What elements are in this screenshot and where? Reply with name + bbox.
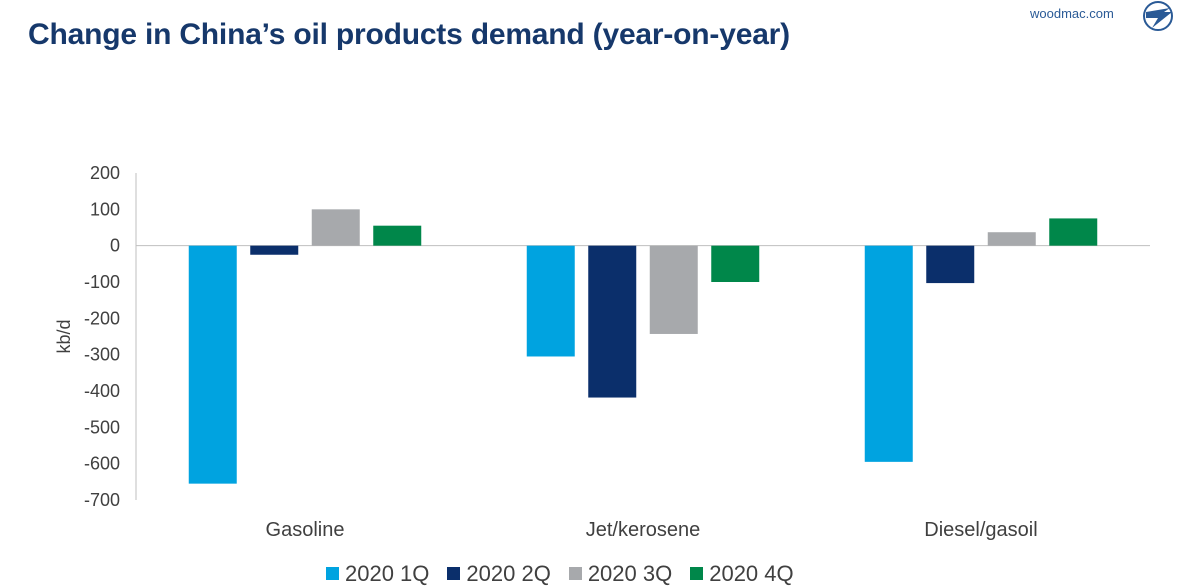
legend-swatch	[568, 567, 582, 580]
y-tick-label: -100	[84, 272, 120, 292]
legend-swatch	[690, 567, 704, 580]
y-axis-label: kb/d	[54, 319, 74, 353]
woodmac-logo-icon	[1143, 1, 1173, 31]
x-category-label: Jet/kerosene	[586, 519, 701, 541]
y-tick-label: -600	[84, 454, 120, 474]
bar-2020-3q-jet-kerosene	[649, 245, 698, 334]
legend-label: 2020 4Q	[709, 560, 794, 586]
bar-2020-1q-jet-kerosene	[526, 245, 575, 357]
bar-2020-2q-gasoline	[250, 245, 299, 255]
bar-2020-4q-jet-kerosene	[711, 245, 760, 282]
legend-item: 2020 3Q	[568, 560, 673, 587]
y-tick-label: 100	[90, 199, 120, 219]
y-tick-label: 0	[110, 236, 120, 256]
bar-2020-4q-gasoline	[373, 225, 422, 246]
y-tick-label: -200	[84, 308, 120, 328]
bar-2020-1q-gasoline	[188, 245, 237, 484]
legend-item: 2020 1Q	[326, 561, 429, 587]
legend-swatch	[326, 567, 339, 580]
legend-item: 2020 4Q	[690, 560, 794, 587]
y-tick-label: -300	[84, 345, 120, 365]
legend-label: 2020 2Q	[466, 560, 551, 586]
bar-chart: 200 100 0 -100 -200 -300 -400 -500 -600 -700 kb/d G…	[54, 163, 1150, 541]
bar-2020-3q-gasoline	[311, 209, 360, 246]
y-tick-label: -500	[84, 417, 120, 437]
legend-swatch	[447, 567, 461, 580]
y-tick-label: -400	[84, 381, 120, 401]
legend-label: 2020 1Q	[345, 560, 430, 586]
y-tick-label: 200	[90, 163, 120, 183]
legend-item: 2020 2Q	[447, 560, 551, 587]
x-category-label: Diesel/gasoil	[924, 519, 1037, 541]
bar-2020-2q-jet-kerosene	[588, 245, 637, 398]
bar-2020-3q-diesel-gasoil	[987, 232, 1036, 246]
bar-2020-2q-diesel-gasoil	[926, 245, 975, 284]
legend-label: 2020 3Q	[587, 560, 673, 586]
bar-2020-1q-diesel-gasoil	[864, 245, 913, 462]
bar-2020-4q-diesel-gasoil	[1049, 218, 1098, 246]
chart-legend: 2020 1Q 2020 2Q 2020 3Q 2020 4Q	[326, 561, 812, 586]
page-title: Change in China’s oil products demand (y…	[28, 18, 790, 51]
x-category-label: Gasoline	[266, 519, 345, 541]
y-tick-label: -700	[84, 490, 120, 510]
brand-link[interactable]: woodmac.com	[1030, 6, 1114, 21]
